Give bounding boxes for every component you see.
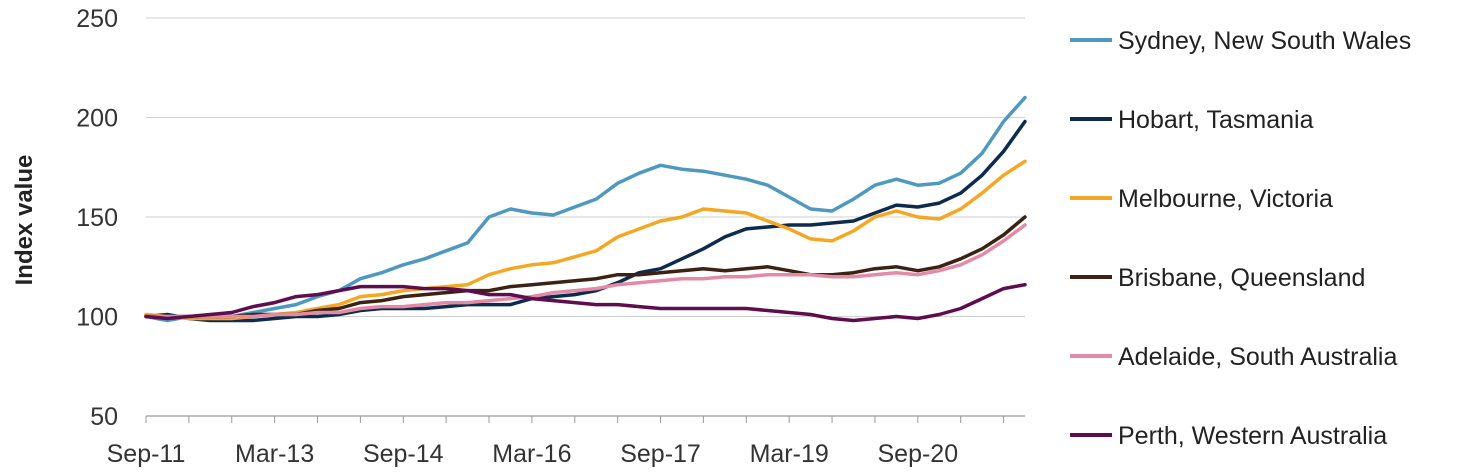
y-tick-label: 200: [76, 105, 118, 133]
series-line-4: [144, 223, 1027, 319]
x-tick-label: Sep-14: [363, 440, 444, 468]
legend-label: Perth, Western Australia: [1118, 422, 1387, 450]
series-line-1: [144, 119, 1027, 323]
series-lines: [144, 95, 1027, 323]
y-tick-label: 100: [76, 304, 118, 332]
legend-label: Hobart, Tasmania: [1118, 106, 1314, 134]
y-tick-label: 250: [76, 5, 118, 33]
legend-label: Sydney, New South Wales: [1118, 27, 1411, 55]
legend-label: Brisbane, Queensland: [1118, 264, 1365, 292]
legend-label: Melbourne, Victoria: [1118, 185, 1333, 213]
legend-label: Adelaide, South Australia: [1118, 343, 1397, 371]
x-tick-label: Mar-16: [492, 440, 571, 468]
series-line-0: [144, 95, 1027, 323]
y-tick-label: 50: [90, 403, 118, 431]
x-tick-label: Sep-20: [877, 440, 958, 468]
x-tick-label: Mar-19: [750, 440, 829, 468]
x-tick-label: Sep-17: [620, 440, 701, 468]
series-line-2: [144, 159, 1027, 321]
x-tick-label: Mar-13: [235, 440, 314, 468]
legend: Sydney, New South Wales Hobart, Tasmania M…: [1070, 27, 1411, 450]
y-axis-label: Index value: [11, 155, 38, 286]
series-line-5: [144, 282, 1027, 323]
y-tick-label: 150: [76, 204, 118, 232]
x-axis: Sep-11 Mar-13 Sep-14 Mar-16 Sep-17 Mar-19 Sep-…: [107, 415, 1025, 468]
x-tick-label: Sep-11: [107, 440, 186, 468]
y-axis-tick-labels: 50 100 150 200 250: [76, 5, 118, 431]
